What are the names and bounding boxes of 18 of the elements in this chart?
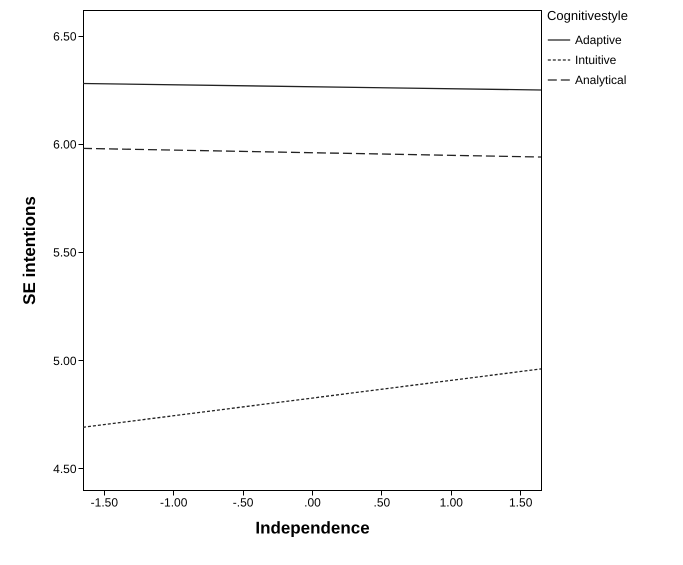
y-tick-label: 6.00 — [53, 138, 77, 152]
y-tick-label: 5.00 — [53, 354, 77, 368]
legend-label: Adaptive — [575, 33, 622, 47]
x-tick-label: 1.00 — [440, 496, 464, 510]
x-tick-label: -1.50 — [90, 496, 118, 510]
legend-title: Cognitivestyle — [547, 8, 628, 23]
y-axis-title: SE intentions — [20, 196, 40, 305]
y-tick-label: 5.50 — [53, 246, 77, 260]
y-tick-label: 6.50 — [53, 29, 77, 44]
legend-label: Intuitive — [575, 53, 617, 67]
legend-label: Analytical — [575, 73, 626, 87]
x-axis-title: Independence — [255, 518, 370, 538]
x-tick-label: .50 — [374, 496, 391, 510]
x-tick-label: 1.50 — [509, 496, 533, 510]
x-tick-label: -1.00 — [160, 496, 188, 510]
x-tick-label: -.50 — [232, 496, 254, 510]
x-tick-label: .00 — [304, 496, 322, 510]
y-tick-label: 4.50 — [53, 462, 77, 476]
